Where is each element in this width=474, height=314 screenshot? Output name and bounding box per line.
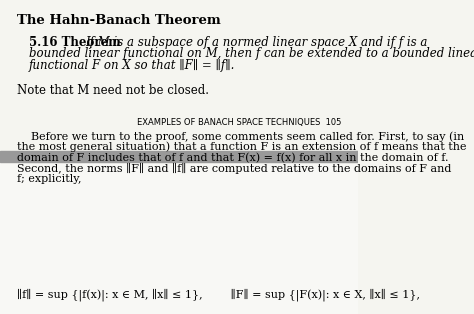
Bar [0,0,358,157]
Text: functional F on X so that ∥F∥ = ∥f∥.: functional F on X so that ∥F∥ = ∥f∥. [29,59,235,72]
Text: ∥f∥ = sup {|f(x)|: x ∈ M, ∥x∥ ≤ 1},        ∥F∥ = sup {|F(x)|: x ∈ X, ∥x∥ ≤ 1},: ∥f∥ = sup {|f(x)|: x ∈ M, ∥x∥ ≤ 1}, ∥F∥ … [17,288,419,300]
Bar [0,162,358,314]
Text: Note that M need not be closed.: Note that M need not be closed. [17,84,209,97]
Bar [0,151,358,162]
Text: Second, the norms ∥F∥ and ∥f∥ are computed relative to the domains of F and: Second, the norms ∥F∥ and ∥f∥ are comput… [17,163,451,175]
Text: domain of F includes that of f and that F(x) = f(x) for all x in the domain of f: domain of F includes that of f and that … [17,153,448,163]
Text: 5.16 Theorem: 5.16 Theorem [29,36,120,49]
Text: EXAMPLES OF BANACH SPACE TECHNIQUES  105: EXAMPLES OF BANACH SPACE TECHNIQUES 105 [137,118,342,127]
Text: f; explicitly,: f; explicitly, [17,174,81,184]
Text: bounded linear functional on M, then f can be extended to a bounded linear: bounded linear functional on M, then f c… [29,47,474,61]
Text: The Hahn-Banach Theorem: The Hahn-Banach Theorem [17,14,220,27]
Text: the most general situation) that a function F is an extension of f means that th: the most general situation) that a funct… [17,142,466,152]
Text: Before we turn to the proof, some comments seem called for. First, to say (in: Before we turn to the proof, some commen… [17,131,464,142]
Text: If M is a subspace of a normed linear space X and if f is a: If M is a subspace of a normed linear sp… [85,36,428,49]
